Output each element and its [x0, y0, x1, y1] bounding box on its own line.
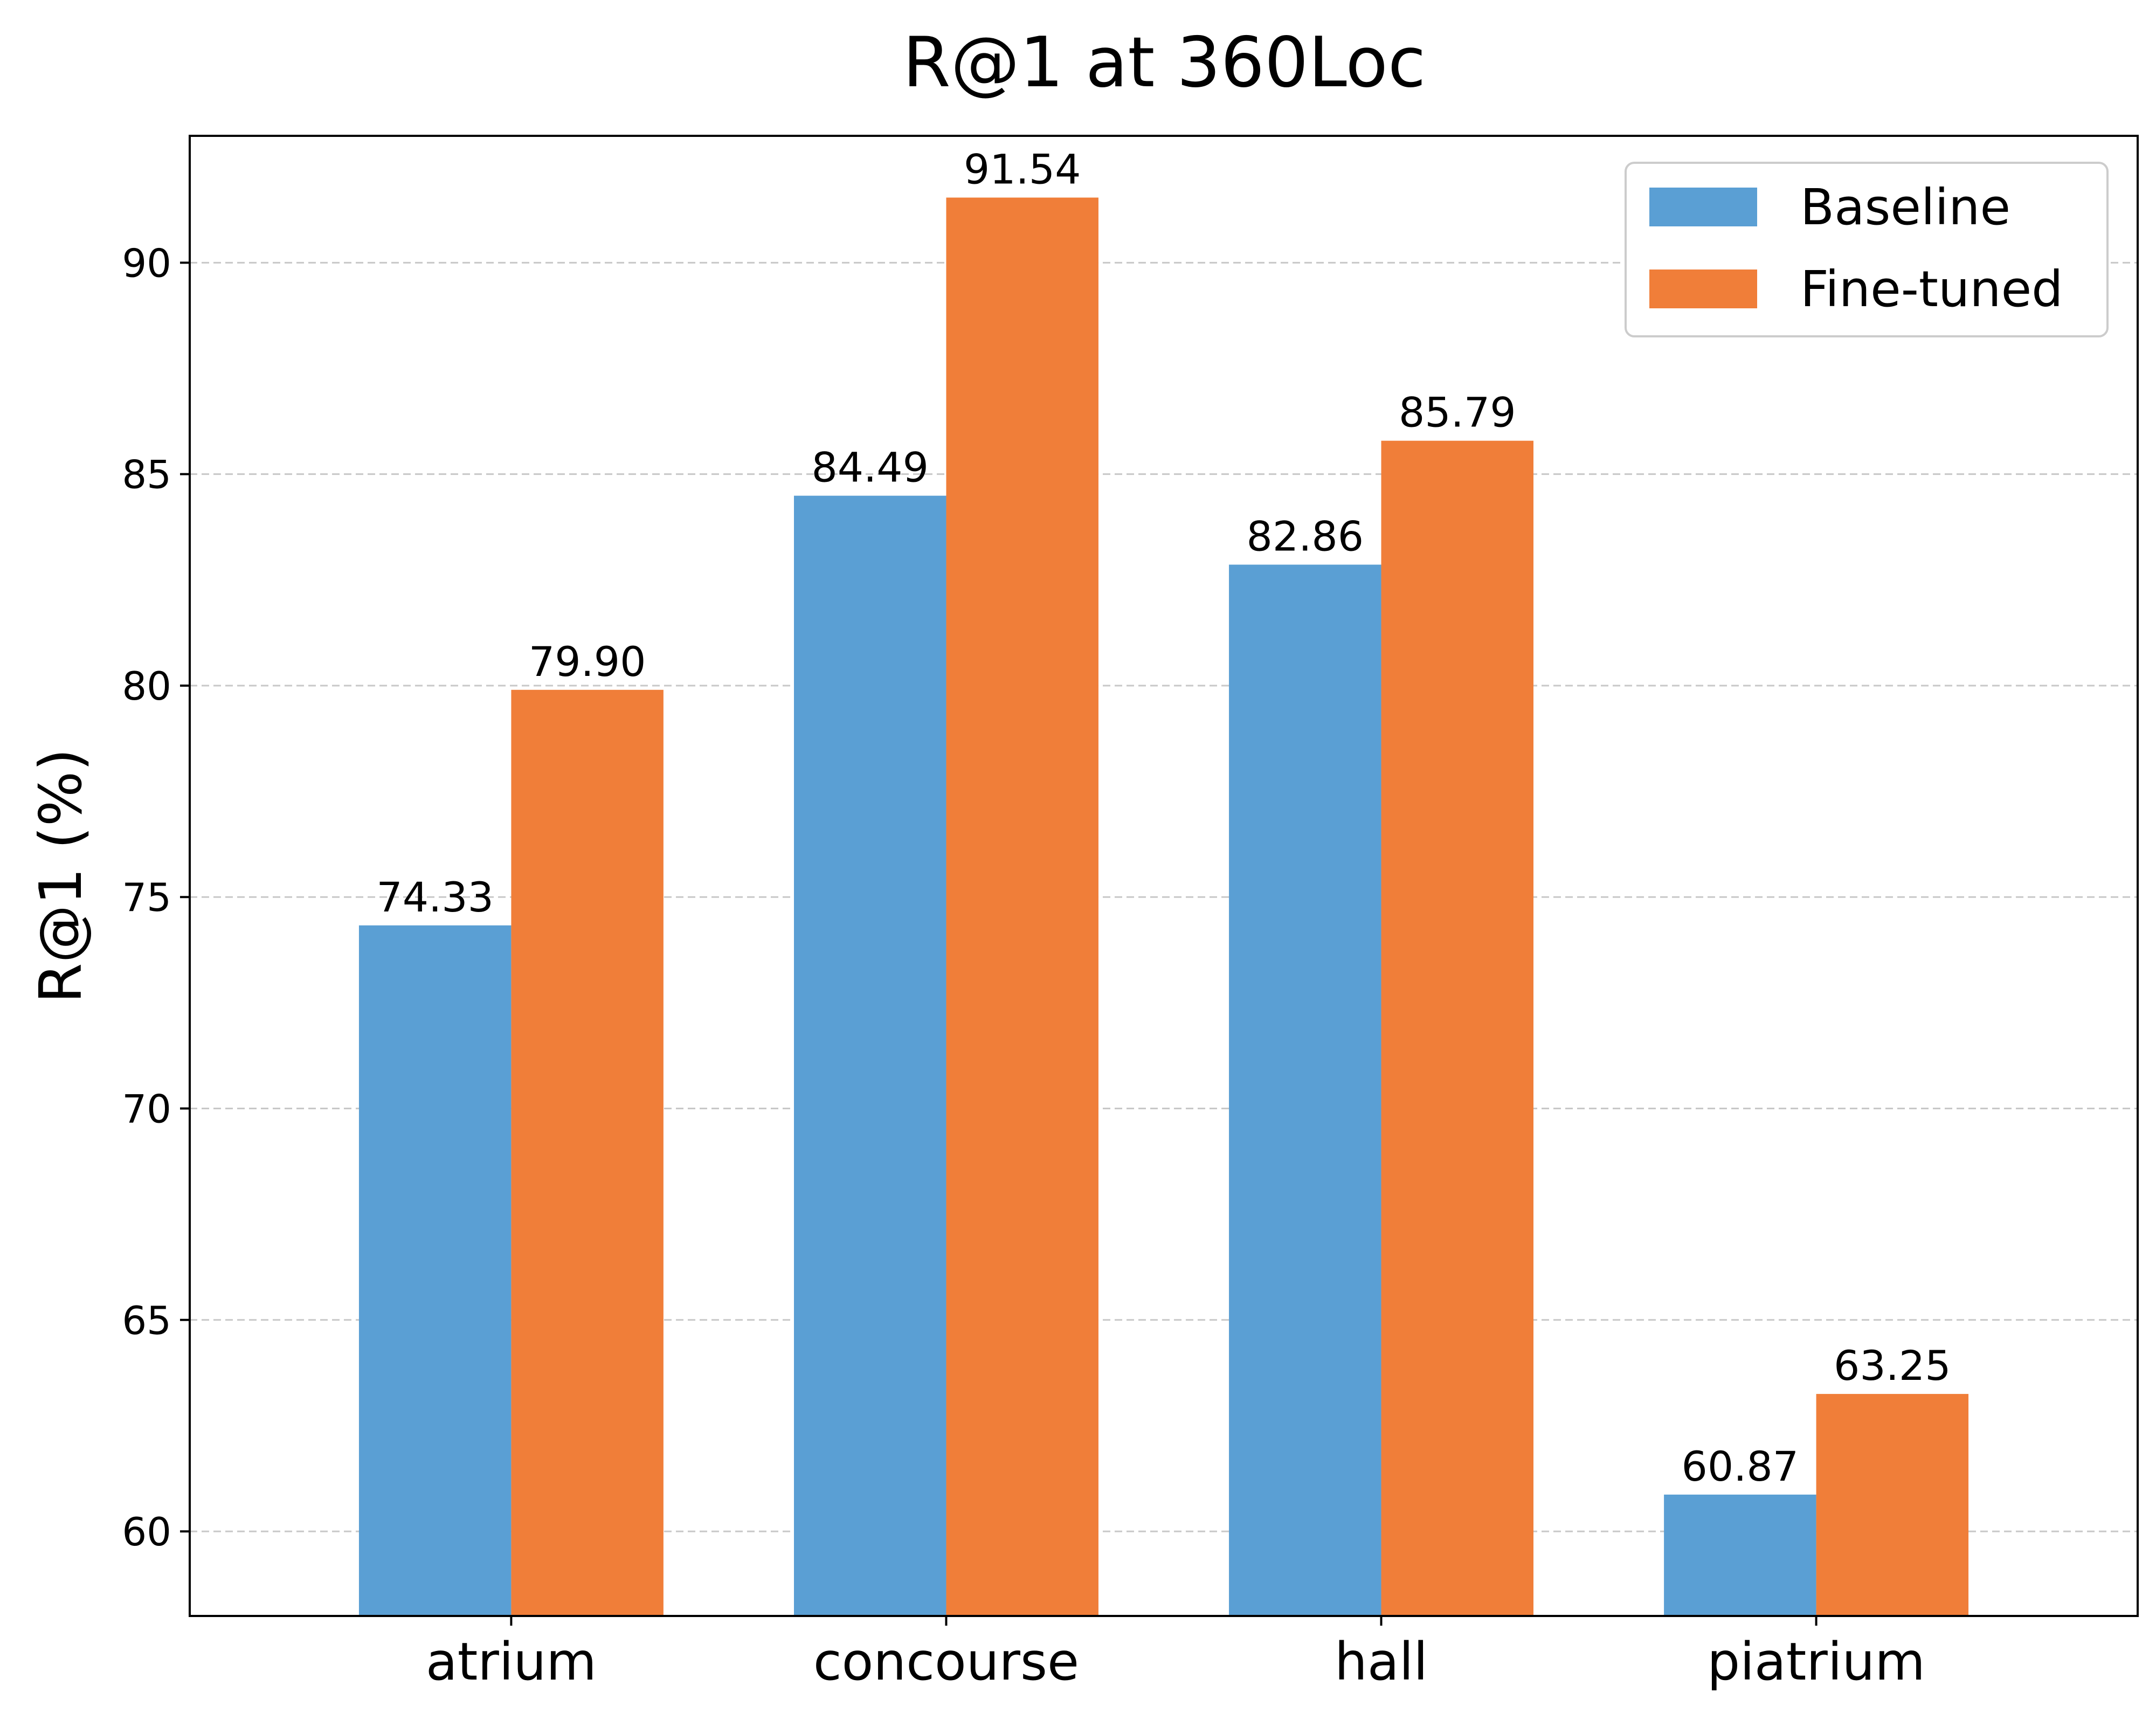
bars-layer: [358, 197, 1969, 1617]
data-label-fine-tuned-atrium: 79.90: [529, 638, 646, 686]
y-tick-label: 90: [122, 240, 171, 286]
bar-baseline-piatrium: [1664, 1494, 1816, 1616]
y-axis-label: R@1 (%): [27, 749, 95, 1004]
data-label-fine-tuned-piatrium: 63.25: [1834, 1342, 1951, 1390]
y-axis: 60 65 70 75 80 85 90: [122, 240, 190, 1555]
data-label-fine-tuned-hall: 85.79: [1399, 389, 1516, 437]
x-tick-label-piatrium: piatrium: [1707, 1632, 1925, 1692]
bar-fine-tuned-hall: [1381, 440, 1533, 1616]
chart-title: R@1 at 360Loc: [903, 23, 1426, 103]
data-label-baseline-hall: 82.86: [1247, 513, 1364, 561]
y-tick-label: 80: [122, 664, 171, 709]
legend-label-fine-tuned: Fine-tuned: [1800, 260, 2063, 318]
bar-fine-tuned-atrium: [511, 689, 664, 1616]
legend-swatch-baseline: [1649, 188, 1757, 226]
legend-swatch-fine-tuned: [1649, 270, 1757, 308]
x-tick-label-hall: hall: [1335, 1632, 1428, 1692]
x-tick-label-atrium: atrium: [426, 1632, 597, 1692]
data-label-fine-tuned-concourse: 91.54: [964, 146, 1081, 194]
x-tick-label-concourse: concourse: [813, 1632, 1079, 1692]
data-labels: 74.33 79.90 84.49 91.54 82.86 85.79 60.87 63.25: [376, 146, 1951, 1490]
legend-label-baseline: Baseline: [1800, 178, 2010, 236]
y-tick-label: 75: [122, 875, 171, 920]
y-tick-label: 70: [122, 1087, 171, 1132]
y-tick-label: 65: [122, 1298, 171, 1343]
data-label-baseline-concourse: 84.49: [811, 444, 929, 492]
y-tick-label: 85: [122, 452, 171, 498]
axes-frame: [189, 135, 2139, 1617]
data-label-baseline-piatrium: 60.87: [1682, 1442, 1799, 1490]
bar-baseline-atrium: [358, 925, 512, 1616]
legend: Baseline Fine-tuned: [1625, 162, 2109, 337]
bar-fine-tuned-piatrium: [1816, 1394, 1969, 1616]
data-label-baseline-atrium: 74.33: [376, 873, 494, 921]
x-axis: atrium concourse hall piatrium: [426, 1616, 1925, 1692]
bar-fine-tuned-concourse: [946, 197, 1098, 1617]
bar-baseline-concourse: [794, 495, 946, 1616]
y-tick-label: 60: [122, 1509, 171, 1555]
bar-baseline-hall: [1229, 564, 1381, 1616]
